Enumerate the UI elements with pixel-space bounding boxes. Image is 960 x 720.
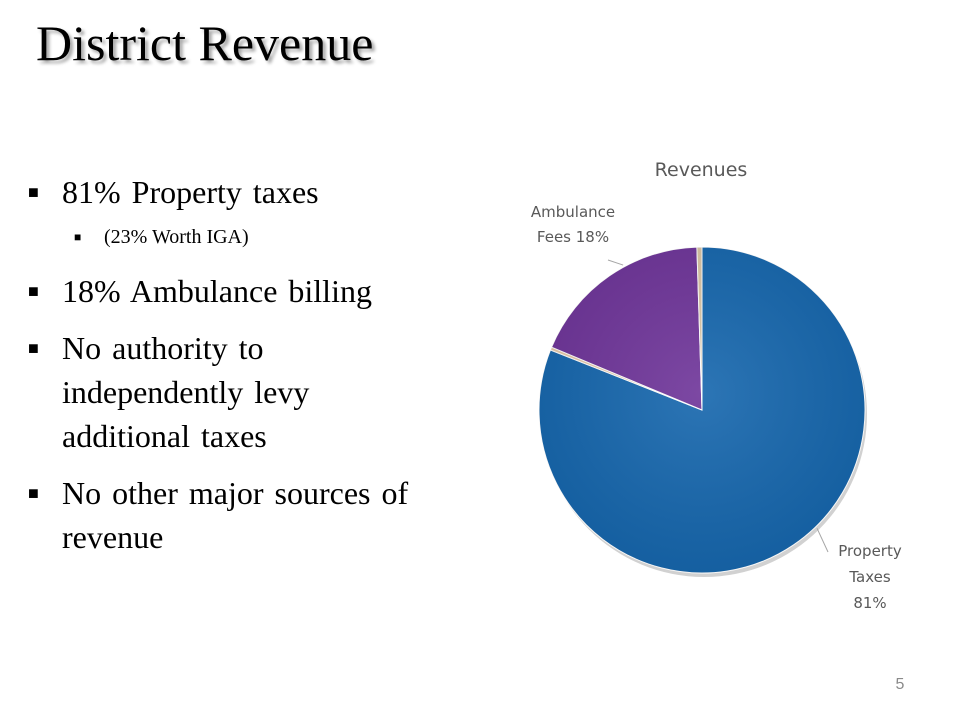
chart-title: Revenues [655, 159, 748, 181]
bullet-text: 81% Property taxes [62, 174, 319, 210]
data-label-property-taxes-line1: Property [838, 542, 902, 560]
page-number: 5 [895, 676, 905, 693]
square-bullet-icon: ■ [28, 338, 39, 358]
leader-line-property-taxes [816, 528, 829, 553]
bullet-list: ■ 81% Property taxes ■ (23% Worth IGA) ■… [24, 170, 424, 572]
data-label-property-taxes-line3: 81% [853, 594, 886, 612]
bullet-no-authority: ■ No authority to independently levy add… [24, 326, 424, 458]
square-bullet-icon: ■ [28, 483, 39, 503]
slide-title: District Revenue [36, 15, 374, 71]
square-bullet-icon: ■ [74, 230, 82, 244]
sub-bullet-text: (23% Worth IGA) [104, 226, 249, 248]
square-bullet-icon: ■ [28, 182, 39, 202]
bullet-text: No authority to independently levy addit… [62, 330, 310, 454]
data-label-ambulance-fees-line1: Ambulance [531, 203, 615, 221]
revenue-pie-chart: Revenues Ambulance Fees 18% Property Tax… [531, 159, 902, 612]
bullet-text: 18% Ambulance billing [62, 273, 372, 309]
sub-bullet-worth-iga: ■ (23% Worth IGA) [24, 223, 424, 251]
data-label-property-taxes-line2: Taxes [848, 568, 891, 586]
pie-slices [538, 246, 866, 574]
pie-shading [539, 247, 865, 573]
leader-line-ambulance-fees [607, 259, 624, 266]
bullet-text: No other major sources of revenue [62, 475, 409, 555]
bullet-ambulance-billing: ■ 18% Ambulance billing [24, 269, 424, 313]
leader-lines [607, 259, 829, 553]
bullet-property-taxes: ■ 81% Property taxes [24, 170, 424, 214]
bullet-no-other-sources: ■ No other major sources of revenue [24, 471, 424, 559]
square-bullet-icon: ■ [28, 281, 39, 301]
data-label-ambulance-fees-line2: Fees 18% [537, 228, 609, 246]
